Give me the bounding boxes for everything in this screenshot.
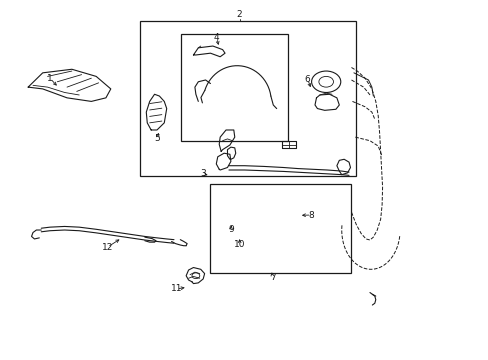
- Bar: [210, 184, 351, 273]
- Bar: [140, 21, 356, 176]
- Text: 10: 10: [233, 240, 245, 249]
- Text: 1: 1: [47, 74, 53, 83]
- Bar: [181, 33, 287, 141]
- Text: 6: 6: [304, 75, 310, 84]
- Text: 5: 5: [154, 134, 160, 143]
- Text: 3: 3: [200, 170, 205, 179]
- Text: 4: 4: [214, 33, 219, 42]
- Text: 11: 11: [170, 284, 182, 293]
- Text: 7: 7: [269, 273, 275, 282]
- Text: 12: 12: [102, 243, 113, 252]
- Text: 2: 2: [236, 10, 242, 19]
- Text: 8: 8: [308, 211, 314, 220]
- Text: 9: 9: [227, 225, 233, 234]
